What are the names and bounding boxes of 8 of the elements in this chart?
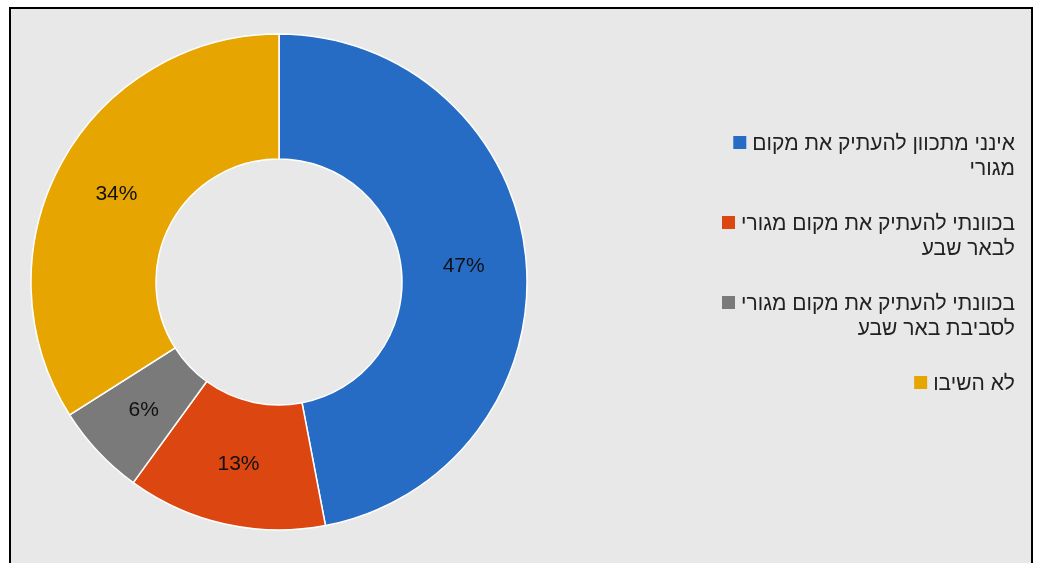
legend-label: אינני מתכוון להעתיק את מקום מגורי [752,131,1015,179]
data-label: 6% [128,396,159,420]
data-label: 13% [217,451,260,475]
data-label: 47% [442,252,485,276]
legend-label: בכוונתי להעתיק את מקום מגורי לסביבת באר שבע [741,291,1015,339]
legend-label: לא השיבו [933,371,1015,394]
legend-label: בכוונתי להעתיק את מקום מגורי לבאר שבע [741,211,1015,259]
data-label: 34% [95,180,138,204]
